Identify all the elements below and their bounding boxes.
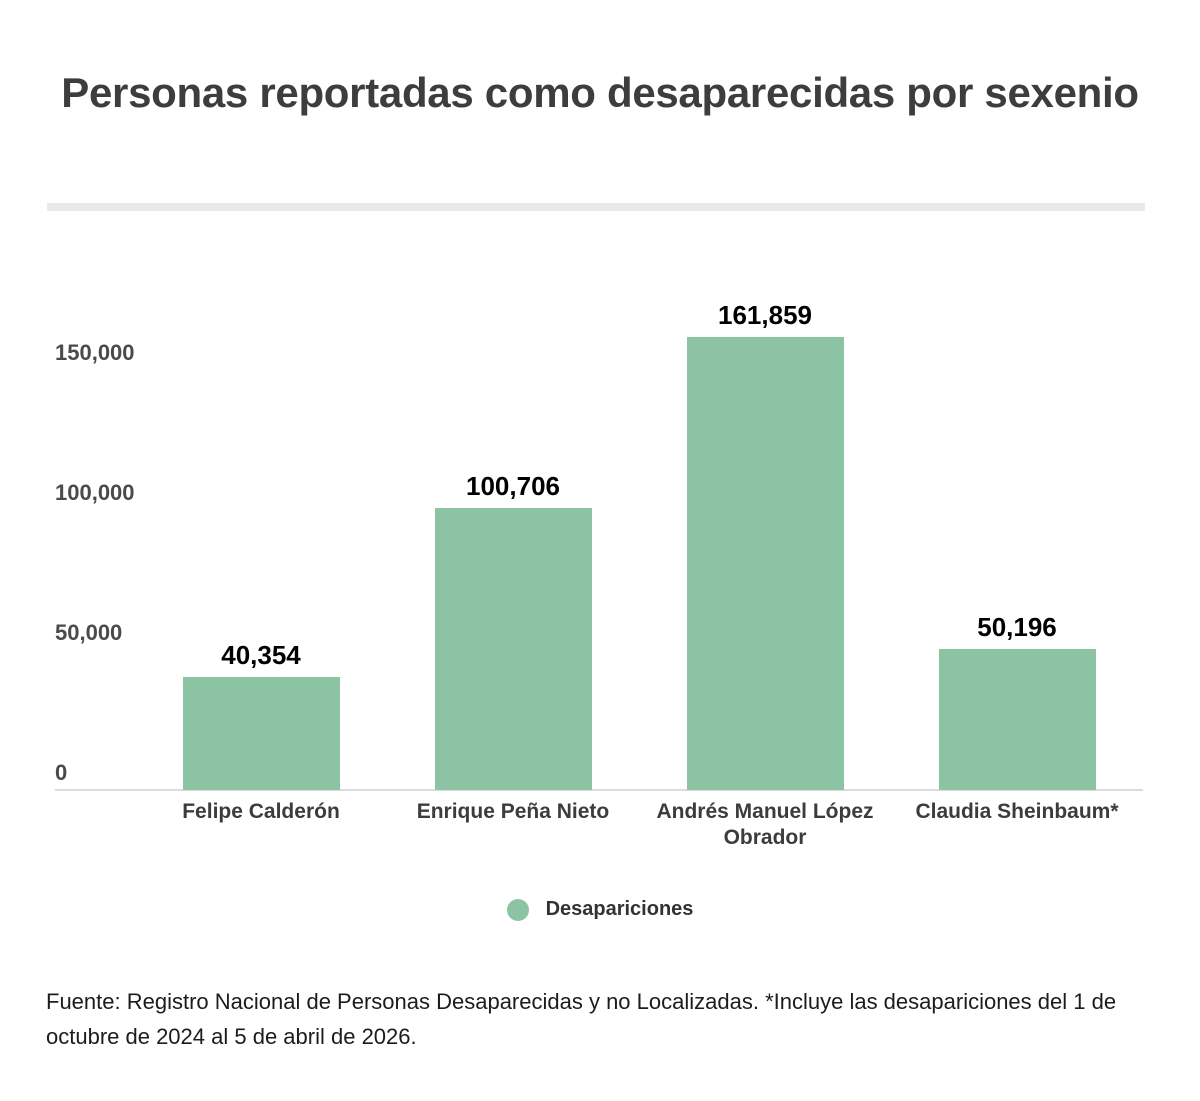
- source-note: Fuente: Registro Nacional de Personas De…: [46, 989, 1117, 1049]
- title-divider: [47, 203, 1145, 211]
- bar[interactable]: [938, 649, 1096, 790]
- x-axis-category-label: Felipe Calderón: [182, 800, 340, 823]
- chart-title: Personas reportadas como desaparecidas p…: [61, 69, 1139, 116]
- legend-marker-icon: [506, 898, 529, 921]
- y-axis-tick-label: 0: [55, 760, 68, 785]
- bar[interactable]: [434, 508, 592, 790]
- x-axis-category-label: Enrique Peña Nieto: [416, 800, 610, 823]
- y-axis-tick-label: 150,000: [55, 340, 135, 365]
- bar-value-label: 100,706: [466, 471, 560, 501]
- legend: Desapariciones: [0, 898, 1200, 921]
- bar-value-label: 161,859: [718, 300, 812, 330]
- bar[interactable]: [182, 677, 340, 790]
- bar[interactable]: [686, 337, 844, 790]
- legend-label: Desapariciones: [545, 898, 694, 920]
- y-axis-tick-label: 100,000: [55, 480, 135, 505]
- x-axis-category-label: Andrés Manuel López Obrador: [656, 800, 874, 849]
- bar-value-label: 40,354: [221, 640, 301, 670]
- x-axis-category-label: Claudia Sheinbaum*: [915, 800, 1119, 823]
- y-axis-tick-label: 50,000: [55, 620, 123, 645]
- x-axis-line: [55, 789, 1143, 791]
- bar-value-label: 50,196: [977, 612, 1057, 642]
